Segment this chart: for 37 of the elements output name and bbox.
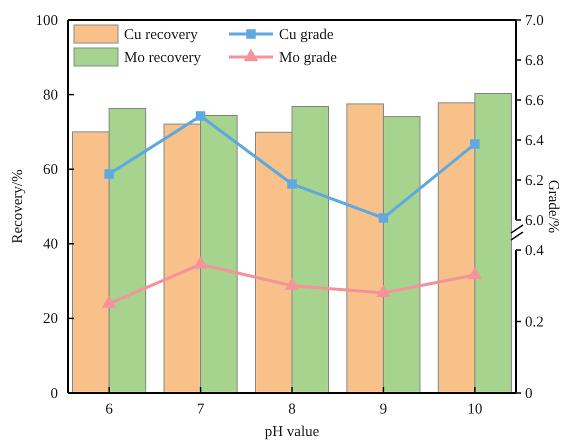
x-tick-label: 10 xyxy=(467,402,482,418)
point xyxy=(468,266,482,280)
y2-tick-label: 0.4 xyxy=(525,242,544,259)
point xyxy=(470,139,480,149)
y3-tick-label: 6.6 xyxy=(525,92,544,109)
x-tick-label: 8 xyxy=(288,402,296,418)
legend-label: Mo recovery xyxy=(124,50,202,66)
legend-label: Cu grade xyxy=(279,27,334,43)
y-tick-label: 20 xyxy=(43,311,58,328)
x-tick-label: 6 xyxy=(105,402,114,418)
x-axis-title: pH value xyxy=(264,424,320,440)
y-axis-title: Recovery/% xyxy=(10,169,26,244)
point xyxy=(193,256,208,268)
point xyxy=(104,169,114,179)
y3-tick-label: 6.0 xyxy=(525,212,544,229)
point xyxy=(378,213,388,223)
point xyxy=(102,295,116,308)
y-tick-label: 40 xyxy=(43,236,58,253)
x-tick-label: 9 xyxy=(380,402,388,418)
y3-tick-label: 7.0 xyxy=(525,12,544,29)
y-tick-label: 60 xyxy=(43,162,58,178)
y2-axis-title: Grade/% xyxy=(545,180,561,234)
y-tick-label: 0 xyxy=(50,386,58,402)
y2-tick-label: 0.2 xyxy=(525,314,544,330)
y-tick-label: 100 xyxy=(36,12,58,29)
y3-tick-label: 6.2 xyxy=(525,172,544,189)
point xyxy=(287,179,297,189)
y3-tick-label: 6.4 xyxy=(525,132,544,149)
legend-label: Mo grade xyxy=(279,50,338,66)
y2-tick-label: 0 xyxy=(525,386,532,402)
y-tick-label: 80 xyxy=(43,87,58,104)
point xyxy=(284,277,300,290)
x-tick-label: 7 xyxy=(196,402,205,418)
point xyxy=(376,284,391,298)
point xyxy=(196,111,206,121)
legend-label: Cu recovery xyxy=(124,27,198,43)
y3-tick-label: 6.8 xyxy=(525,52,544,69)
